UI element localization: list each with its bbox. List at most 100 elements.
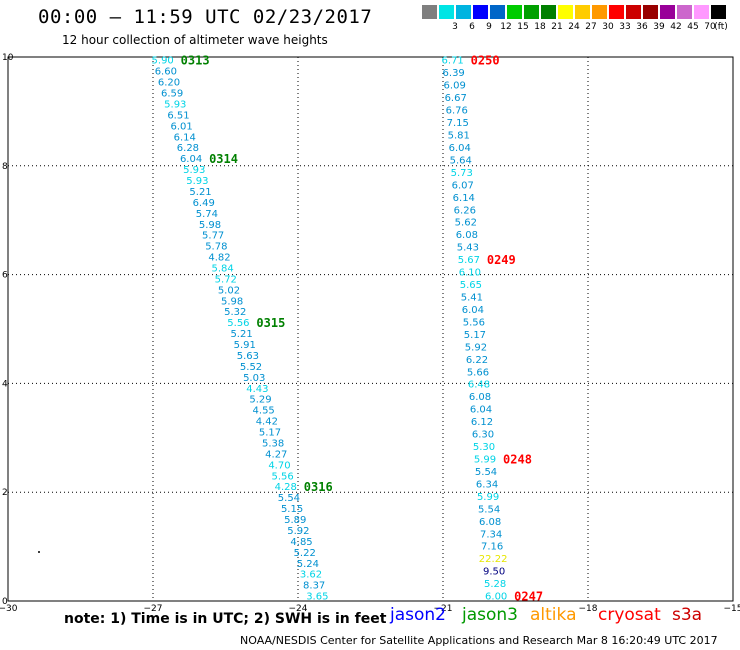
scale-swatch [473, 5, 489, 19]
scale-label: 30 [602, 22, 614, 32]
scale-label: 39 [653, 22, 665, 32]
pass-time-label: 0250 [471, 54, 500, 68]
wave-height-value: 5.99 [474, 454, 496, 465]
pass-time-label: 0248 [503, 452, 532, 466]
wave-height-value: 5.93 [183, 165, 205, 176]
stray-dot [38, 551, 40, 553]
wave-height-value: 5.52 [240, 362, 262, 373]
x-tick-label: −30 [0, 604, 18, 614]
wave-height-value: 5.56 [227, 318, 249, 329]
wave-height-value: 6.07 [452, 180, 474, 191]
pass-time-label: 0316 [304, 480, 333, 494]
chart-subtitle: 12 hour collection of altimeter wave hei… [62, 33, 328, 47]
wave-height-value: 5.67 [458, 255, 480, 266]
wave-height-value: 4.85 [290, 537, 312, 548]
wave-height-value: 5.74 [196, 209, 218, 220]
wave-height-value: 5.21 [189, 187, 211, 198]
wave-height-value: 6.04 [180, 154, 202, 165]
scale-label: 42 [670, 22, 682, 32]
pass-time-label: 0249 [487, 253, 516, 267]
wave-height-value: 6.08 [456, 230, 478, 241]
wave-height-value: 5.99 [477, 492, 499, 503]
wave-height-value: 5.29 [249, 395, 271, 406]
wave-height-value: 5.28 [484, 579, 506, 590]
wave-height-value: 4.82 [208, 253, 230, 264]
wave-height-value: 5.89 [284, 515, 306, 526]
wave-height-value: 5.02 [218, 285, 240, 296]
scale-label: 24 [568, 22, 580, 32]
wave-height-value: 6.60 [155, 67, 177, 78]
wave-height-value: 6.04 [449, 143, 471, 154]
wave-height-value: 4.27 [265, 449, 287, 460]
scale-label: 70 [704, 22, 716, 32]
legend-cryosat: cryosat [598, 605, 661, 625]
wave-height-value: 5.98 [221, 296, 243, 307]
wave-height-value: 6.08 [479, 517, 501, 528]
footer-note: note: 1) Time is in UTC; 2) SWH is in fe… [64, 611, 387, 627]
x-tick-label: −15 [724, 604, 740, 614]
wave-height-value: 5.54 [478, 504, 500, 515]
legend-s3a: s3a [672, 605, 703, 625]
wave-height-value: 5.17 [464, 330, 486, 341]
scale-label: 15 [517, 22, 529, 32]
x-tick-label: −21 [434, 604, 453, 614]
wave-height-value: 6.48 [468, 380, 490, 391]
wave-height-value: 5.66 [467, 367, 489, 378]
y-tick-label: 2 [2, 488, 8, 498]
wave-height-value: 6.14 [174, 132, 196, 143]
scale-swatch [592, 5, 608, 19]
wave-height-value: 4.28 [275, 482, 297, 493]
scale-swatch [422, 5, 438, 19]
pass-time-label: 0247 [514, 590, 543, 604]
x-tick-label: −27 [144, 604, 163, 614]
wave-height-value: 6.04 [470, 405, 492, 416]
wave-height-value: 5.03 [243, 373, 265, 384]
wave-height-value: 5.30 [473, 442, 495, 453]
wave-height-value: 5.92 [287, 526, 309, 537]
wave-height-value: 6.22 [466, 355, 488, 366]
wave-height-value: 6.10 [459, 268, 481, 279]
wave-height-value: 5.77 [202, 231, 224, 242]
wave-height-value: 6.09 [444, 81, 466, 92]
wave-height-value: 6.76 [446, 106, 468, 117]
wave-height-value: 5.73 [451, 168, 473, 179]
wave-height-value: 3.65 [306, 592, 328, 603]
wave-height-value: 6.71 [442, 56, 464, 67]
wave-height-value: 4.42 [256, 417, 278, 428]
scale-swatch [456, 5, 472, 19]
wave-height-value: 7.16 [481, 542, 503, 553]
scale-swatch [711, 5, 727, 19]
wave-height-value: 5.17 [259, 428, 281, 439]
wave-height-value: 6.28 [177, 143, 199, 154]
wave-height-value: 5.72 [215, 274, 237, 285]
wave-height-value: 6.39 [443, 68, 465, 79]
chart-title: 00:00 – 11:59 UTC 02/23/2017 [38, 6, 373, 28]
wave-height-value: 5.56 [463, 317, 485, 328]
scale-swatch [507, 5, 523, 19]
footer-credit: NOAA/NESDIS Center for Satellite Applica… [240, 634, 718, 647]
scale-label: 6 [469, 22, 475, 32]
wave-height-value: 5.93 [186, 176, 208, 187]
wave-height-value: 4.43 [246, 384, 268, 395]
wave-height-value: 6.49 [193, 198, 215, 209]
wave-height-value: 5.56 [271, 471, 293, 482]
x-tick-label: −24 [289, 604, 308, 614]
wave-height-value: 6.14 [453, 193, 475, 204]
wave-height-value: 5.43 [457, 243, 479, 254]
wave-height-value: 6.12 [471, 417, 493, 428]
wave-height-value: 4.70 [268, 460, 290, 471]
wave-height-value: 7.34 [480, 529, 502, 540]
y-tick-label: 6 [2, 271, 8, 281]
y-tick-label: 0 [2, 597, 8, 607]
scale-label: 3 [452, 22, 458, 32]
y-tick-label: 8 [2, 162, 8, 172]
pass-time-label: 0314 [209, 152, 238, 166]
scale-swatch [439, 5, 455, 19]
scale-swatch [643, 5, 659, 19]
legend-jason2: jason2 [390, 605, 446, 625]
wave-height-value: 6.51 [167, 110, 189, 121]
wave-height-value: 8.37 [303, 581, 325, 592]
wave-height-value: 6.59 [161, 89, 183, 100]
pass-time-label: 0313 [181, 54, 210, 68]
